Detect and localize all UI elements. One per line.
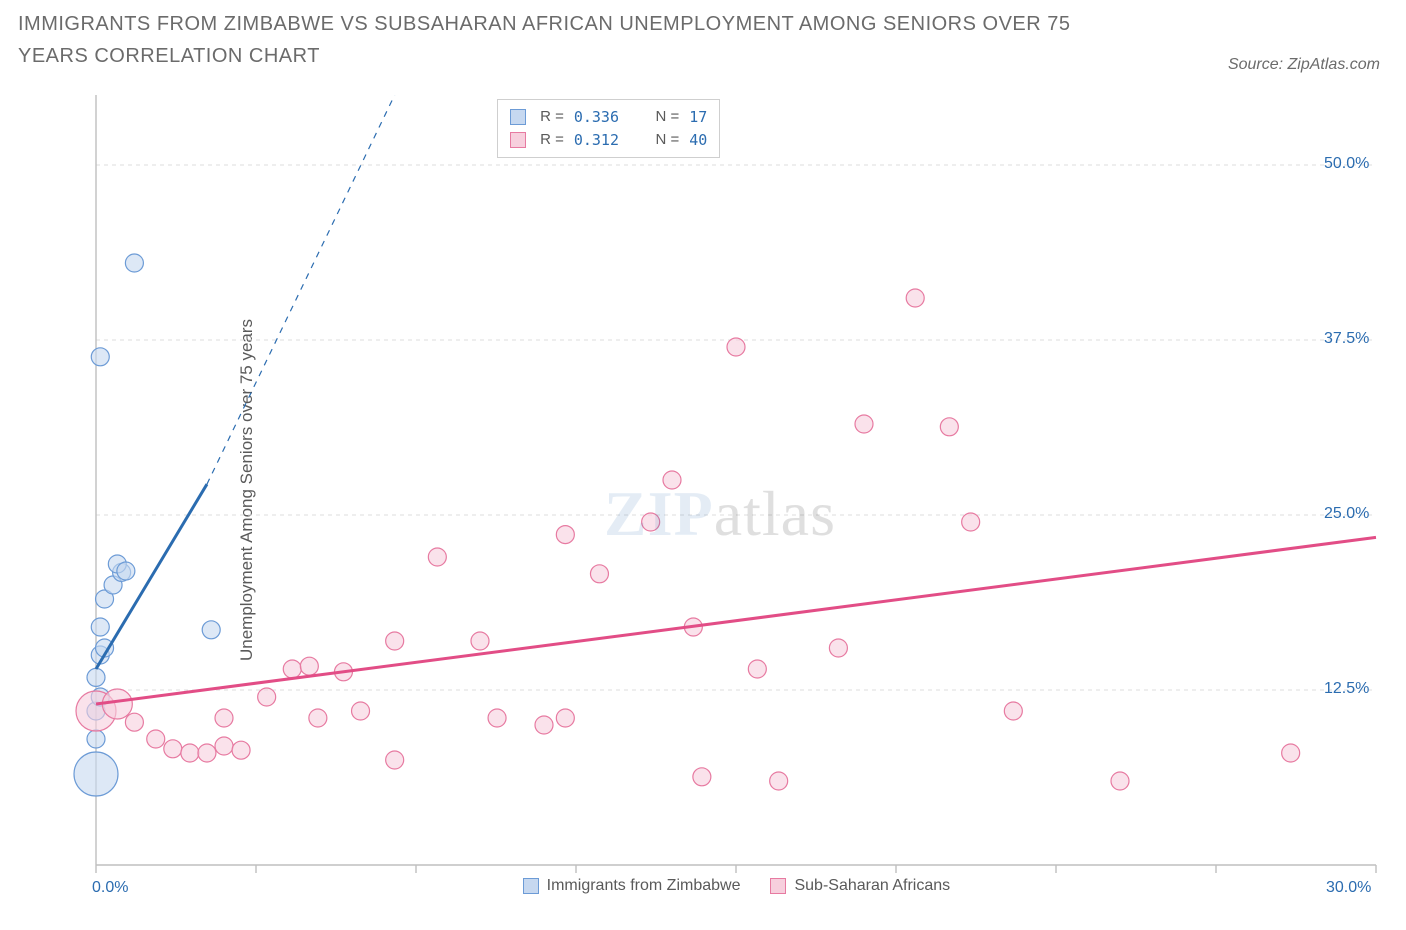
legend-stat-row: R = 0.336 N = 17 — [510, 106, 707, 129]
legend-label: Immigrants from Zimbabwe — [547, 877, 741, 895]
legend-swatch — [510, 132, 526, 148]
subsaharan-point — [300, 657, 318, 675]
subsaharan-point — [198, 744, 216, 762]
subsaharan-point — [147, 730, 165, 748]
subsaharan-point — [556, 526, 574, 544]
x-tick-label: 0.0% — [92, 879, 128, 897]
chart-title: IMMIGRANTS FROM ZIMBABWE VS SUBSAHARAN A… — [18, 8, 1118, 72]
subsaharan-point — [352, 702, 370, 720]
subsaharan-point — [770, 772, 788, 790]
subsaharan-point — [663, 471, 681, 489]
subsaharan-point — [1004, 702, 1022, 720]
subsaharan-point — [590, 565, 608, 583]
zimbabwe-point — [202, 621, 220, 639]
subsaharan-point — [386, 632, 404, 650]
subsaharan-point — [428, 548, 446, 566]
y-tick-label: 50.0% — [1324, 155, 1369, 173]
legend-swatch — [770, 878, 786, 894]
zimbabwe-point — [125, 254, 143, 272]
y-tick-label: 37.5% — [1324, 330, 1369, 348]
subsaharan-point — [258, 688, 276, 706]
stats-legend: R = 0.336 N = 17R = 0.312 N = 40 — [497, 99, 720, 158]
subsaharan-point — [556, 709, 574, 727]
legend-swatch — [510, 109, 526, 125]
subsaharan-point — [1282, 744, 1300, 762]
legend-item: Immigrants from Zimbabwe — [523, 877, 741, 895]
zimbabwe-point — [91, 618, 109, 636]
subsaharan-point — [215, 737, 233, 755]
trend-line — [96, 537, 1376, 704]
subsaharan-point — [309, 709, 327, 727]
subsaharan-point — [906, 289, 924, 307]
legend-swatch — [523, 878, 539, 894]
correlation-chart: Unemployment Among Seniors over 75 years… — [60, 95, 1380, 885]
subsaharan-point — [642, 513, 660, 531]
zimbabwe-point — [117, 562, 135, 580]
subsaharan-point — [727, 338, 745, 356]
subsaharan-point — [164, 740, 182, 758]
zimbabwe-point — [74, 752, 118, 796]
x-tick-label: 30.0% — [1326, 879, 1371, 897]
trend-line-extension — [207, 95, 395, 484]
y-tick-label: 12.5% — [1324, 680, 1369, 698]
y-tick-label: 25.0% — [1324, 505, 1369, 523]
plot-area — [60, 95, 1380, 879]
subsaharan-point — [215, 709, 233, 727]
subsaharan-point — [125, 713, 143, 731]
subsaharan-point — [488, 709, 506, 727]
legend-label: Sub-Saharan Africans — [794, 877, 950, 895]
subsaharan-point — [940, 418, 958, 436]
subsaharan-point — [471, 632, 489, 650]
subsaharan-point — [232, 741, 250, 759]
zimbabwe-point — [87, 668, 105, 686]
legend-item: Sub-Saharan Africans — [770, 877, 950, 895]
subsaharan-point — [535, 716, 553, 734]
legend-stat-row: R = 0.312 N = 40 — [510, 129, 707, 152]
series-legend: Immigrants from Zimbabwe Sub-Saharan Afri… — [523, 877, 950, 895]
subsaharan-point — [386, 751, 404, 769]
subsaharan-point — [829, 639, 847, 657]
subsaharan-point — [693, 768, 711, 786]
zimbabwe-point — [87, 730, 105, 748]
subsaharan-point — [962, 513, 980, 531]
zimbabwe-point — [91, 348, 109, 366]
subsaharan-point — [855, 415, 873, 433]
subsaharan-point — [748, 660, 766, 678]
source-attribution: Source: ZipAtlas.com — [1228, 56, 1380, 74]
subsaharan-point — [1111, 772, 1129, 790]
subsaharan-point — [283, 660, 301, 678]
subsaharan-point — [181, 744, 199, 762]
